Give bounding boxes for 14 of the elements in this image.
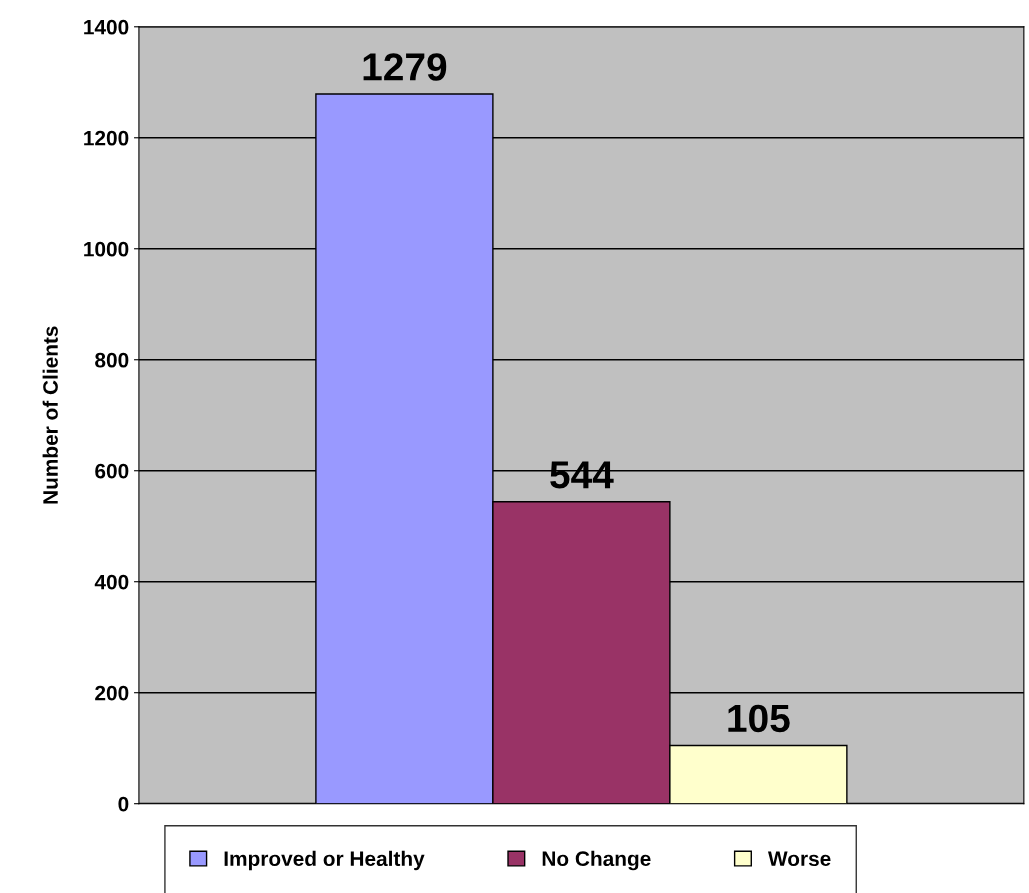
y-tick-label: 1000 <box>84 241 129 257</box>
legend-label: Improved or Healthy <box>224 850 425 871</box>
legend-label: No Change <box>542 850 651 871</box>
legend-label: Worse <box>767 851 831 867</box>
data-label: 105 <box>728 704 790 733</box>
y-tick-label: 400 <box>94 574 129 590</box>
y-tick-label: 0 <box>118 796 129 812</box>
y-tick-label: 800 <box>95 352 129 368</box>
y-tick-label: 1400 <box>84 19 129 35</box>
y-tick-label: 200 <box>95 685 129 701</box>
y-tick-label: 600 <box>95 463 129 479</box>
data-label: 1279 <box>363 53 447 81</box>
y-tick-label: 1200 <box>84 130 129 146</box>
y-axis-title: Number of Clients <box>42 326 58 504</box>
